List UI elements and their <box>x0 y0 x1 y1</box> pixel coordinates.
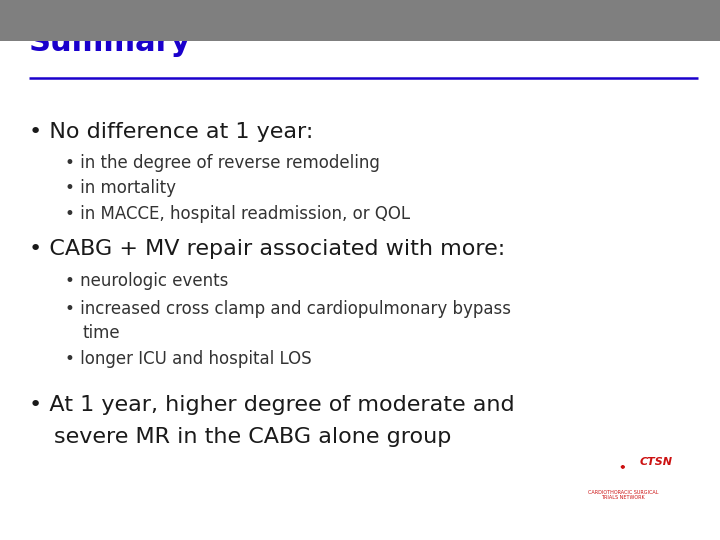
Text: • No difference at 1 year:: • No difference at 1 year: <box>29 122 313 141</box>
Text: CARDIOTHORACIC SURGICAL
TRIALS NETWORK: CARDIOTHORACIC SURGICAL TRIALS NETWORK <box>588 490 658 501</box>
Text: CTSN: CTSN <box>639 457 672 467</box>
Text: severe MR in the CABG alone group: severe MR in the CABG alone group <box>54 427 451 447</box>
Text: • in the degree of reverse remodeling: • in the degree of reverse remodeling <box>65 154 379 172</box>
Text: • neurologic events: • neurologic events <box>65 272 228 290</box>
Text: Summary: Summary <box>29 28 192 57</box>
Text: • CABG + MV repair associated with more:: • CABG + MV repair associated with more: <box>29 239 505 259</box>
Text: • in MACCE, hospital readmission, or QOL: • in MACCE, hospital readmission, or QOL <box>65 205 410 222</box>
Text: • At 1 year, higher degree of moderate and: • At 1 year, higher degree of moderate a… <box>29 395 514 415</box>
Text: • in mortality: • in mortality <box>65 179 176 197</box>
Text: • increased cross clamp and cardiopulmonary bypass: • increased cross clamp and cardiopulmon… <box>65 300 510 318</box>
Text: • longer ICU and hospital LOS: • longer ICU and hospital LOS <box>65 350 312 368</box>
Text: time: time <box>83 324 120 342</box>
